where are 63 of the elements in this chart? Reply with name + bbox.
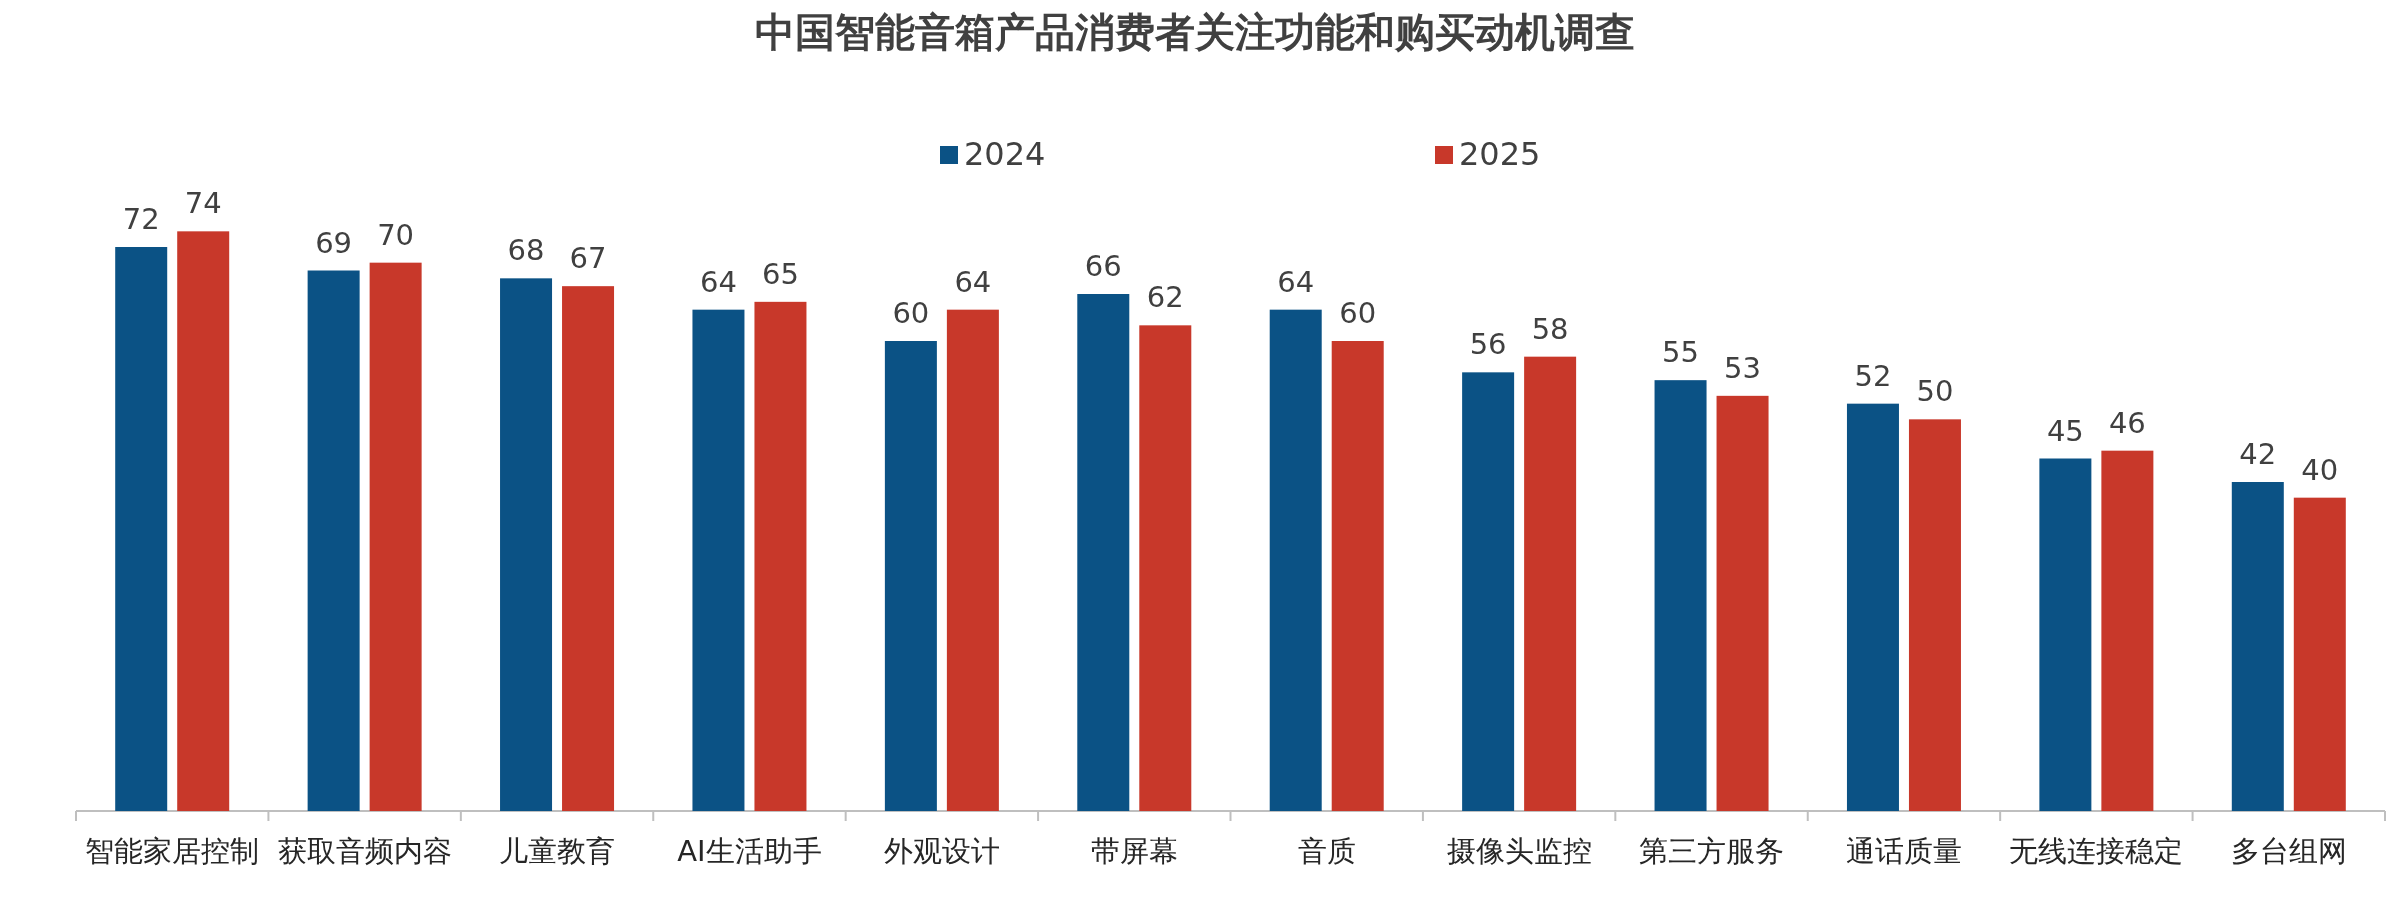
data-label: 72 bbox=[122, 202, 160, 236]
bar bbox=[1331, 341, 1384, 811]
bar bbox=[115, 247, 168, 811]
x-tick-label: 第三方服务 bbox=[1639, 834, 1785, 868]
bar bbox=[1462, 372, 1515, 811]
data-label: 52 bbox=[1854, 358, 1892, 393]
bar bbox=[562, 286, 615, 811]
data-label: 45 bbox=[2046, 413, 2084, 448]
data-label: 53 bbox=[1724, 350, 1761, 385]
bar bbox=[2039, 458, 2092, 811]
data-label: 42 bbox=[2239, 437, 2277, 471]
data-label: 62 bbox=[1146, 280, 1184, 315]
bar bbox=[1524, 356, 1577, 811]
x-tick-label: 摄像头监控 bbox=[1446, 834, 1592, 868]
x-tick-label: 智能家居控制 bbox=[85, 834, 260, 868]
bar bbox=[307, 270, 360, 811]
x-tick-label: 儿童教育 bbox=[499, 834, 616, 868]
bar bbox=[1139, 325, 1192, 811]
bar bbox=[1269, 309, 1322, 811]
chart-title: 中国智能音箱产品消费者关注功能和购买动机调查 bbox=[754, 9, 1635, 55]
data-label: 67 bbox=[569, 241, 607, 276]
data-label: 50 bbox=[1916, 374, 1954, 409]
legend-label: 2025 bbox=[1459, 135, 1541, 173]
data-label: 55 bbox=[1662, 335, 1699, 370]
bar bbox=[2101, 450, 2154, 811]
data-label: 60 bbox=[1339, 296, 1377, 330]
data-label: 58 bbox=[1531, 311, 1569, 346]
x-tick-label: 音质 bbox=[1297, 834, 1356, 868]
x-tick-label: 外观设计 bbox=[883, 834, 1000, 868]
x-tick-label: AI生活助手 bbox=[677, 834, 822, 868]
data-label: 66 bbox=[1084, 249, 1122, 283]
bar bbox=[500, 278, 553, 811]
data-label: 68 bbox=[507, 233, 545, 268]
x-tick-label: 带屏幕 bbox=[1090, 834, 1178, 868]
x-tick-label: 无线连接稳定 bbox=[2009, 834, 2184, 868]
bar bbox=[177, 231, 230, 811]
data-label: 60 bbox=[892, 296, 930, 330]
bar bbox=[369, 262, 422, 811]
bar bbox=[1716, 395, 1769, 811]
legend-label: 2024 bbox=[964, 135, 1046, 173]
data-label: 74 bbox=[184, 186, 222, 221]
data-label: 64 bbox=[1277, 264, 1315, 299]
data-label: 64 bbox=[700, 264, 737, 299]
data-label: 65 bbox=[762, 256, 799, 291]
x-tick-label: 获取音频内容 bbox=[277, 834, 452, 868]
bar bbox=[884, 341, 937, 811]
x-tick-label: 通话质量 bbox=[1845, 834, 1962, 868]
data-label: 70 bbox=[377, 217, 415, 252]
bar bbox=[2231, 482, 2284, 811]
data-label: 69 bbox=[315, 225, 353, 260]
bar bbox=[1654, 380, 1707, 811]
data-label: 56 bbox=[1469, 327, 1507, 362]
bar bbox=[1908, 419, 1961, 811]
bar bbox=[1077, 294, 1130, 811]
data-label: 46 bbox=[2108, 405, 2146, 440]
data-label: 40 bbox=[2301, 452, 2339, 487]
bar bbox=[946, 309, 999, 811]
bar bbox=[2293, 497, 2346, 811]
bar bbox=[1846, 403, 1899, 811]
x-tick-label: 多台组网 bbox=[2230, 834, 2347, 868]
bar bbox=[692, 309, 745, 811]
bar bbox=[754, 301, 807, 811]
data-label: 64 bbox=[954, 264, 992, 299]
